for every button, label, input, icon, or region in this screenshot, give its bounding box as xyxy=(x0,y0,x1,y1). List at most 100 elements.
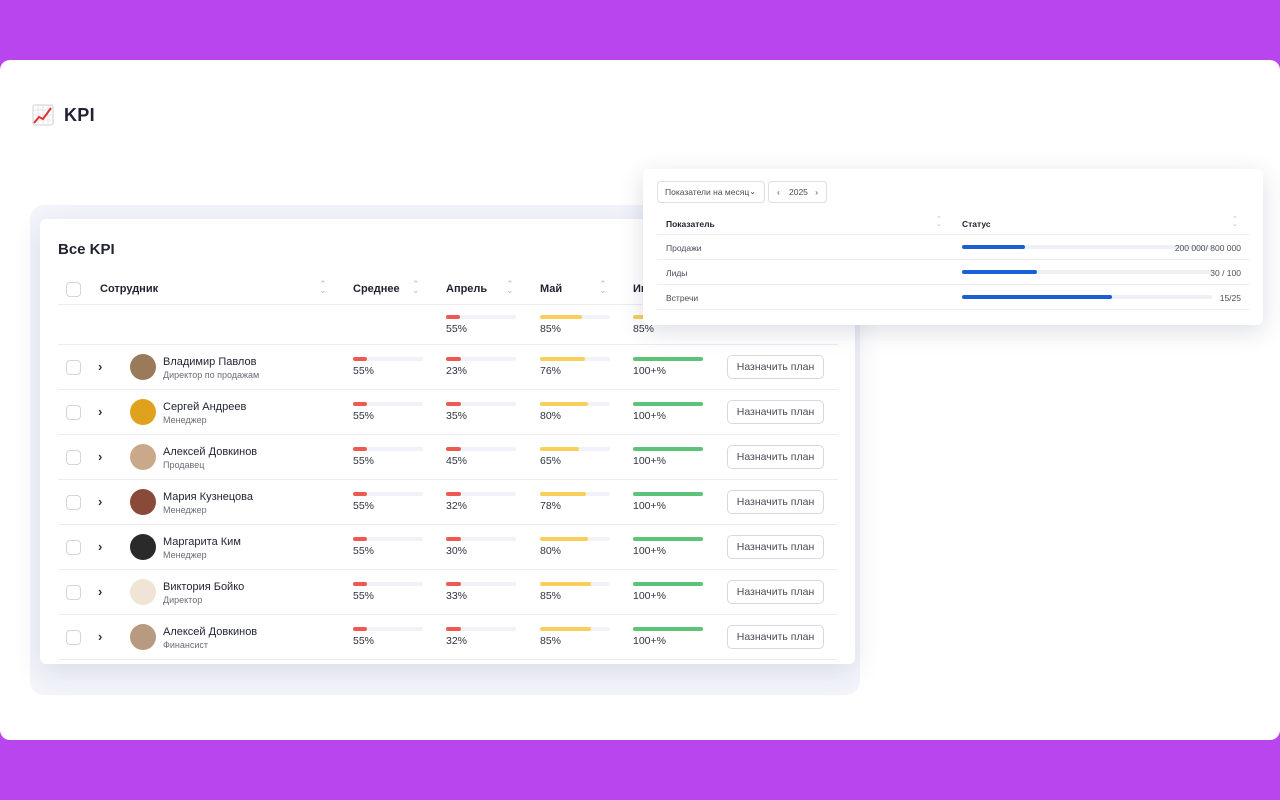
may-bar-fill xyxy=(540,537,588,541)
april-bar-fill xyxy=(446,627,462,631)
may-bar xyxy=(540,492,610,496)
indicator-progress-fill xyxy=(962,245,1025,249)
period-select[interactable]: Показатели на месяц ⌄ xyxy=(657,181,765,203)
row-checkbox[interactable] xyxy=(66,405,81,420)
june-bar xyxy=(633,627,703,631)
may-value: 85% xyxy=(540,635,562,647)
assign-plan-button[interactable]: Назначить план xyxy=(727,400,824,424)
year-value: 2025 xyxy=(789,187,808,197)
sort-icon[interactable]: ⌃ ⌄ xyxy=(1232,216,1238,228)
average-bar-fill xyxy=(353,582,367,586)
avatar xyxy=(130,534,156,560)
april-value: 32% xyxy=(446,500,468,512)
april-summary-bar xyxy=(446,315,516,319)
sort-icon[interactable]: ⌃ ⌄ xyxy=(936,216,942,228)
sort-icon[interactable]: ⌃ ⌄ xyxy=(599,279,607,295)
chevron-right-icon[interactable]: › xyxy=(98,494,103,509)
may-bar xyxy=(540,447,610,451)
average-bar xyxy=(353,537,423,541)
row-checkbox[interactable] xyxy=(66,450,81,465)
column-header-may[interactable]: Май xyxy=(540,283,563,295)
indicator-progress xyxy=(962,245,1212,249)
row-checkbox[interactable] xyxy=(66,585,81,600)
sort-icon[interactable]: ⌃ ⌄ xyxy=(506,279,514,295)
column-header-april[interactable]: Апрель xyxy=(446,283,488,295)
average-bar xyxy=(353,357,423,361)
table-row[interactable]: › Сергей Андреев Менеджер 55% 35% 80% 100+% Наз… xyxy=(58,390,838,435)
average-bar-fill xyxy=(353,492,367,496)
chevron-right-icon[interactable]: › xyxy=(815,187,818,197)
indicators-table: Показатель ⌃ ⌄ Статус ⌃ ⌄ Продажи 200 000/… xyxy=(657,211,1249,310)
average-bar xyxy=(353,582,423,586)
monthly-indicators-panel: Показатели на месяц ⌄ ‹ 2025 › Показател… xyxy=(643,169,1263,325)
column-header-average[interactable]: Среднее xyxy=(353,283,400,295)
may-value: 76% xyxy=(540,365,562,377)
row-checkbox[interactable] xyxy=(66,630,81,645)
may-value: 80% xyxy=(540,545,562,557)
employee-role: Финансист xyxy=(163,640,208,650)
avatar xyxy=(130,489,156,515)
chevron-left-icon[interactable]: ‹ xyxy=(777,187,780,197)
april-bar-fill xyxy=(446,402,462,406)
june-bar xyxy=(633,492,703,496)
assign-plan-button[interactable]: Назначить план xyxy=(727,490,824,514)
year-switcher: ‹ 2025 › xyxy=(768,181,827,203)
table-row[interactable]: › Алексей Довкинов Финансист 55% 32% 85% 100+%… xyxy=(58,615,838,660)
june-bar xyxy=(633,582,703,586)
april-value: 35% xyxy=(446,410,468,422)
chevron-right-icon[interactable]: › xyxy=(98,359,103,374)
may-summary-value: 85% xyxy=(540,323,562,335)
june-bar xyxy=(633,357,703,361)
indicator-value: 30 / 100 xyxy=(1210,268,1241,278)
assign-plan-button[interactable]: Назначить план xyxy=(727,625,824,649)
assign-plan-button[interactable]: Назначить план xyxy=(727,580,824,604)
april-bar-fill xyxy=(446,492,462,496)
assign-plan-button[interactable]: Назначить план xyxy=(727,535,824,559)
june-bar xyxy=(633,537,703,541)
table-row[interactable]: › Алексей Довкинов Продавец 55% 45% 65% 100+% Н… xyxy=(58,435,838,480)
indicator-value: 15/25 xyxy=(1219,293,1241,303)
indicator-row: Встречи 15/25 xyxy=(657,285,1249,310)
select-all-checkbox[interactable] xyxy=(66,282,81,297)
chevron-right-icon[interactable]: › xyxy=(98,629,103,644)
may-bar-fill xyxy=(540,627,591,631)
employee-name: Алексей Довкинов xyxy=(163,446,258,458)
column-header-indicator[interactable]: Показатель xyxy=(666,219,715,229)
table-row[interactable]: › Виктория Бойко Директор 55% 33% 85% 100+% Наз… xyxy=(58,570,838,615)
chevron-right-icon[interactable]: › xyxy=(98,539,103,554)
june-value: 100+% xyxy=(633,545,666,557)
chevron-right-icon[interactable]: › xyxy=(98,404,103,419)
card-title: Все KPI xyxy=(58,241,115,258)
assign-plan-button[interactable]: Назначить план xyxy=(727,445,824,469)
table-row[interactable]: › Владимир Павлов Директор по продажам 55% 2… xyxy=(58,345,838,390)
average-value: 55% xyxy=(353,590,375,602)
average-value: 55% xyxy=(353,365,375,377)
may-value: 80% xyxy=(540,410,562,422)
indicators-body: Продажи 200 000/ 800 000 Лиды 30 / 100 Вст… xyxy=(657,235,1249,310)
assign-plan-button[interactable]: Назначить план xyxy=(727,355,824,379)
table-row[interactable]: › Мария Кузнецова Менеджер 55% 32% 78% 100+% На… xyxy=(58,480,838,525)
column-header-employee[interactable]: Сотрудник xyxy=(100,283,159,295)
avatar xyxy=(130,579,156,605)
may-bar xyxy=(540,582,610,586)
employee-role: Продавец xyxy=(163,460,205,470)
may-value: 78% xyxy=(540,500,562,512)
employee-name: Владимир Павлов xyxy=(163,356,257,368)
sort-icon[interactable]: ⌃ ⌄ xyxy=(319,279,327,295)
table-row[interactable]: › Маргарита Ким Менеджер 55% 30% 80% 100+% Назн… xyxy=(58,525,838,570)
row-checkbox[interactable] xyxy=(66,495,81,510)
chevron-right-icon[interactable]: › xyxy=(98,584,103,599)
may-bar-fill xyxy=(540,357,586,361)
row-checkbox[interactable] xyxy=(66,360,81,375)
row-checkbox[interactable] xyxy=(66,540,81,555)
june-value: 100+% xyxy=(633,635,666,647)
sort-icon[interactable]: ⌃ ⌄ xyxy=(412,279,420,295)
april-bar-fill xyxy=(446,537,462,541)
june-bar xyxy=(633,447,703,451)
indicator-progress-fill xyxy=(962,270,1037,274)
chevron-right-icon[interactable]: › xyxy=(98,449,103,464)
column-header-status[interactable]: Статус xyxy=(962,219,991,229)
indicator-progress xyxy=(962,270,1212,274)
june-bar-fill xyxy=(633,447,703,451)
kpi-table: Сотрудник ⌃ ⌄ Среднее ⌃ ⌄ Апрель ⌃ ⌄ Май ⌃ ⌄… xyxy=(58,275,838,660)
